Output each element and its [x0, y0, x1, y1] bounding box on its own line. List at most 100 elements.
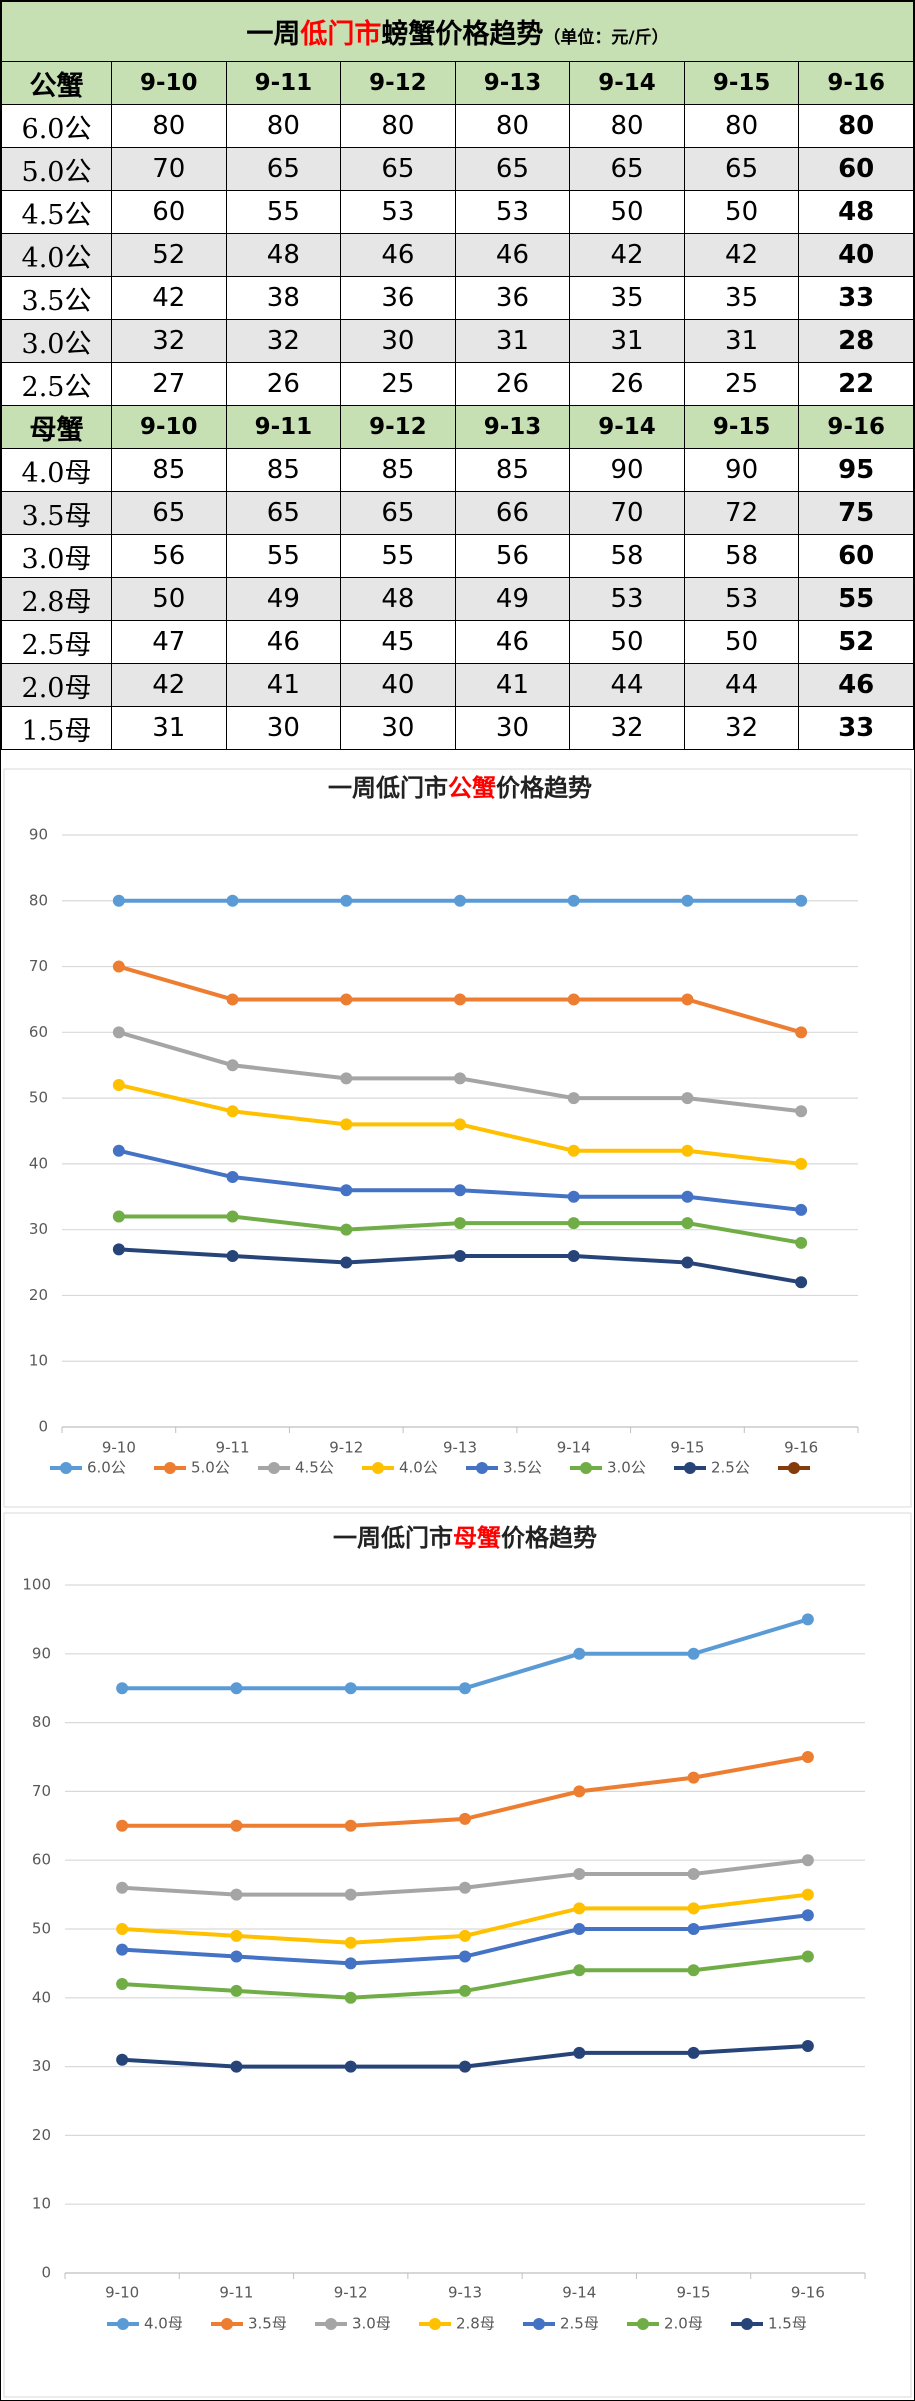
point — [681, 1190, 694, 1203]
point — [226, 1059, 239, 1072]
table-cell: 65 — [340, 491, 456, 535]
table-cell: 2.0母 — [1, 663, 112, 707]
y-tick-label: 90 — [29, 826, 48, 844]
legend-label: 3.0公 — [607, 1459, 646, 1477]
point — [454, 894, 466, 907]
table-cell: 36 — [340, 276, 456, 320]
table-cell: 85 — [454, 448, 571, 492]
table-cell: 50 — [683, 620, 800, 664]
table-cell: 60 — [111, 190, 227, 234]
table-cell: 46 — [340, 233, 456, 277]
table-cell: 44 — [683, 663, 800, 707]
table-cell: 53 — [454, 190, 571, 234]
table-cell: 2.8母 — [1, 577, 112, 621]
legend-swatch — [60, 1462, 72, 1474]
point — [801, 1950, 814, 1963]
point — [226, 1210, 239, 1223]
x-tick-label: 9-14 — [557, 1439, 591, 1457]
point — [801, 1888, 814, 1901]
legend-label: 1.5母 — [768, 2315, 807, 2333]
y-tick-label: 90 — [32, 1644, 51, 1662]
table-cell: 90 — [569, 448, 685, 492]
table-cell: 85 — [111, 448, 227, 492]
table-cell: 58 — [683, 534, 800, 578]
point — [567, 1249, 580, 1262]
table-cell: 9-11 — [225, 405, 342, 449]
table-cell: 52 — [798, 620, 914, 664]
table-cell: 95 — [798, 448, 914, 492]
point — [573, 1867, 586, 1880]
legend-swatch — [268, 1462, 280, 1474]
title-part: 螃蟹价格趋势 — [381, 19, 544, 50]
table-cell: 9-11 — [225, 61, 342, 105]
legend-swatch — [221, 2318, 233, 2330]
point — [226, 1171, 239, 1184]
legend-label: 2.8母 — [456, 2315, 495, 2333]
point — [454, 1184, 466, 1197]
table-cell: 30 — [454, 706, 571, 750]
table-cell: 4.5公 — [1, 190, 112, 234]
title-unit: （单位：元/斤） — [543, 28, 669, 48]
table-cell: 31 — [454, 319, 571, 363]
point — [687, 1923, 700, 1935]
y-tick-label: 0 — [41, 2264, 51, 2282]
table-cell: 6.0公 — [1, 104, 112, 148]
legend-swatch — [788, 1462, 800, 1474]
legend-label: 4.0公 — [399, 1459, 438, 1477]
point — [340, 894, 353, 907]
table-cell: 80 — [454, 104, 571, 148]
table-cell: 9-12 — [340, 61, 456, 105]
x-tick-label: 9-16 — [784, 1439, 818, 1457]
point — [795, 1236, 808, 1249]
legend-label: 5.0公 — [191, 1459, 230, 1477]
point — [116, 1923, 129, 1935]
table-row: 3.5母 65 65 65 66 70 72 75 — [1, 491, 914, 535]
point — [687, 1771, 700, 1784]
table-cell: 66 — [454, 491, 571, 535]
table-cell: 55 — [225, 190, 342, 234]
table-cell: 45 — [340, 620, 456, 664]
table-cell: 4.0母 — [1, 448, 112, 492]
y-tick-label: 40 — [32, 1988, 51, 2006]
table-cell: 30 — [225, 706, 342, 750]
point — [459, 2060, 471, 2073]
legend-swatch — [372, 1462, 384, 1474]
legend-swatch — [117, 2318, 129, 2330]
table-cell: 3.5母 — [1, 491, 112, 535]
point — [573, 1964, 586, 1977]
table-cell: 32 — [225, 319, 342, 363]
y-tick-label: 20 — [29, 1286, 48, 1304]
point — [567, 1217, 580, 1230]
table-cell: 41 — [454, 663, 571, 707]
table-cell: 26 — [454, 362, 571, 406]
legend-swatch — [741, 2318, 753, 2330]
table-cell: 48 — [798, 190, 914, 234]
table-cell: 42 — [569, 233, 685, 277]
legend-swatch — [164, 1462, 176, 1474]
table-cell: 60 — [798, 534, 914, 578]
point — [573, 1923, 586, 1935]
point — [340, 1184, 353, 1197]
table-cell: 9-13 — [454, 61, 571, 105]
y-tick-label: 100 — [22, 1576, 51, 1594]
point — [459, 1881, 471, 1894]
table-cell: 32 — [569, 706, 685, 750]
table-cell: 25 — [340, 362, 456, 406]
point — [344, 1682, 357, 1695]
table-row: 3.5公 42 38 36 36 35 35 33 — [1, 276, 914, 320]
table-cell: 56 — [111, 534, 227, 578]
table-cell: 41 — [225, 663, 342, 707]
point — [681, 894, 694, 907]
point — [226, 1249, 239, 1262]
point — [681, 1144, 694, 1157]
table-row: 3.0公 32 32 30 31 31 31 28 — [1, 319, 914, 363]
x-tick-label: 9-16 — [791, 2284, 825, 2302]
table-cell: 47 — [111, 620, 227, 664]
point — [116, 1881, 129, 1894]
title-row: 一周低门市螃蟹价格趋势（单位：元/斤） — [1, 1, 914, 62]
title-part: 一周低门市 — [333, 1524, 453, 1552]
point — [795, 894, 808, 907]
point — [230, 1682, 243, 1695]
point — [573, 2046, 586, 2059]
table-cell: 31 — [569, 319, 685, 363]
